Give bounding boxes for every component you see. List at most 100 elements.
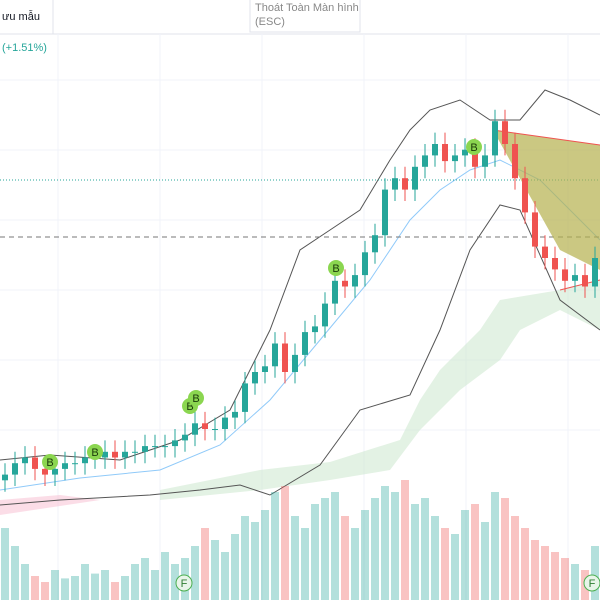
buy-marker-label: B bbox=[192, 393, 199, 405]
cloud-red bbox=[0, 495, 100, 515]
candle-body bbox=[572, 275, 578, 281]
volume-bar bbox=[431, 516, 439, 600]
volume-bar bbox=[441, 528, 449, 600]
volume-bar bbox=[401, 480, 409, 600]
candle-body bbox=[72, 463, 78, 465]
volume-bar bbox=[211, 540, 219, 600]
bollinger-upper bbox=[0, 89, 600, 461]
volume-bar bbox=[121, 576, 129, 600]
candle-body bbox=[412, 166, 418, 190]
volume-bar bbox=[31, 576, 39, 600]
buy-marker bbox=[328, 260, 344, 276]
candle-body bbox=[132, 451, 138, 453]
candle-body bbox=[382, 189, 388, 236]
candle-body bbox=[542, 246, 548, 258]
buy-marker-label: B bbox=[186, 401, 193, 413]
candle-body bbox=[392, 178, 398, 190]
candle-body bbox=[252, 372, 258, 384]
candle-body bbox=[222, 417, 228, 429]
volume-bar bbox=[331, 492, 339, 600]
candle-body bbox=[482, 155, 488, 167]
candle-body bbox=[552, 258, 558, 270]
volume-bar bbox=[81, 564, 89, 600]
trend-line bbox=[492, 129, 600, 146]
volume-bar bbox=[151, 570, 159, 600]
candle-body bbox=[172, 440, 178, 447]
candle-body bbox=[112, 451, 118, 458]
candle-body bbox=[162, 446, 168, 448]
candle-body bbox=[312, 326, 318, 333]
save-button[interactable]: ưu mẫu bbox=[2, 10, 40, 23]
candle-body bbox=[522, 178, 528, 213]
change-label: (+1.51%) bbox=[2, 42, 47, 54]
volume-bar bbox=[91, 573, 99, 600]
candle-body bbox=[332, 280, 338, 304]
candle-body bbox=[202, 423, 208, 429]
candle-body bbox=[422, 155, 428, 167]
candle-body bbox=[472, 149, 478, 167]
buy-marker bbox=[87, 444, 103, 460]
volume-bar bbox=[361, 510, 369, 600]
candle-body bbox=[192, 423, 198, 435]
volume-bar bbox=[201, 528, 209, 600]
volume-bar bbox=[591, 546, 599, 600]
flag-marker-label: F bbox=[589, 578, 596, 590]
volume-bar bbox=[311, 504, 319, 600]
volume-bar bbox=[421, 498, 429, 600]
buy-marker bbox=[466, 139, 482, 155]
volume-bar bbox=[11, 546, 19, 600]
candle-body bbox=[152, 446, 158, 448]
candle-body bbox=[122, 451, 128, 458]
volume-bar bbox=[251, 522, 259, 600]
candle-body bbox=[582, 275, 588, 287]
candle-body bbox=[232, 411, 238, 418]
volume-bar bbox=[371, 498, 379, 600]
candle-body bbox=[322, 303, 328, 327]
candle-body bbox=[2, 474, 8, 481]
volume-bar bbox=[351, 528, 359, 600]
buy-marker-label: B bbox=[332, 263, 339, 275]
buy-marker-label: B bbox=[91, 447, 98, 459]
exit-button[interactable] bbox=[249, 0, 361, 33]
candle-body bbox=[532, 212, 538, 247]
volume-bar bbox=[561, 558, 569, 600]
candle-body bbox=[512, 144, 518, 179]
volume-bar bbox=[501, 498, 509, 600]
volume-bar bbox=[291, 516, 299, 600]
candle-body bbox=[352, 275, 358, 287]
volume-bar bbox=[171, 564, 179, 600]
candle-body bbox=[52, 468, 58, 475]
candle-body bbox=[402, 178, 408, 190]
volume-bar bbox=[161, 552, 169, 600]
candle-body bbox=[212, 429, 218, 430]
volume-bar bbox=[61, 578, 69, 600]
candle-body bbox=[432, 144, 438, 156]
buy-marker bbox=[188, 390, 204, 406]
candle-body bbox=[342, 280, 348, 287]
volume-bar bbox=[271, 492, 279, 600]
candle-body bbox=[292, 354, 298, 372]
volume-bar bbox=[451, 534, 459, 600]
volume-bar bbox=[411, 504, 419, 600]
volume-bar bbox=[1, 528, 9, 600]
flag-marker bbox=[583, 574, 600, 592]
volume-bar bbox=[481, 522, 489, 600]
volume-bar bbox=[231, 534, 239, 600]
volume-bar bbox=[301, 528, 309, 600]
cloud bbox=[160, 280, 600, 500]
flag-marker-label: F bbox=[181, 578, 188, 590]
volume-bar bbox=[221, 552, 229, 600]
volume-bar bbox=[51, 570, 59, 600]
volume-bar bbox=[101, 570, 109, 600]
volume-bar bbox=[191, 546, 199, 600]
candle-body bbox=[82, 457, 88, 464]
volume-bar bbox=[141, 558, 149, 600]
candle-body bbox=[62, 463, 68, 469]
candle-body bbox=[462, 149, 468, 156]
buy-marker-label: B bbox=[470, 142, 477, 154]
candle-body bbox=[182, 434, 188, 441]
volume-bar bbox=[491, 492, 499, 600]
volume-bar bbox=[71, 576, 79, 600]
volume-bar bbox=[471, 504, 479, 600]
